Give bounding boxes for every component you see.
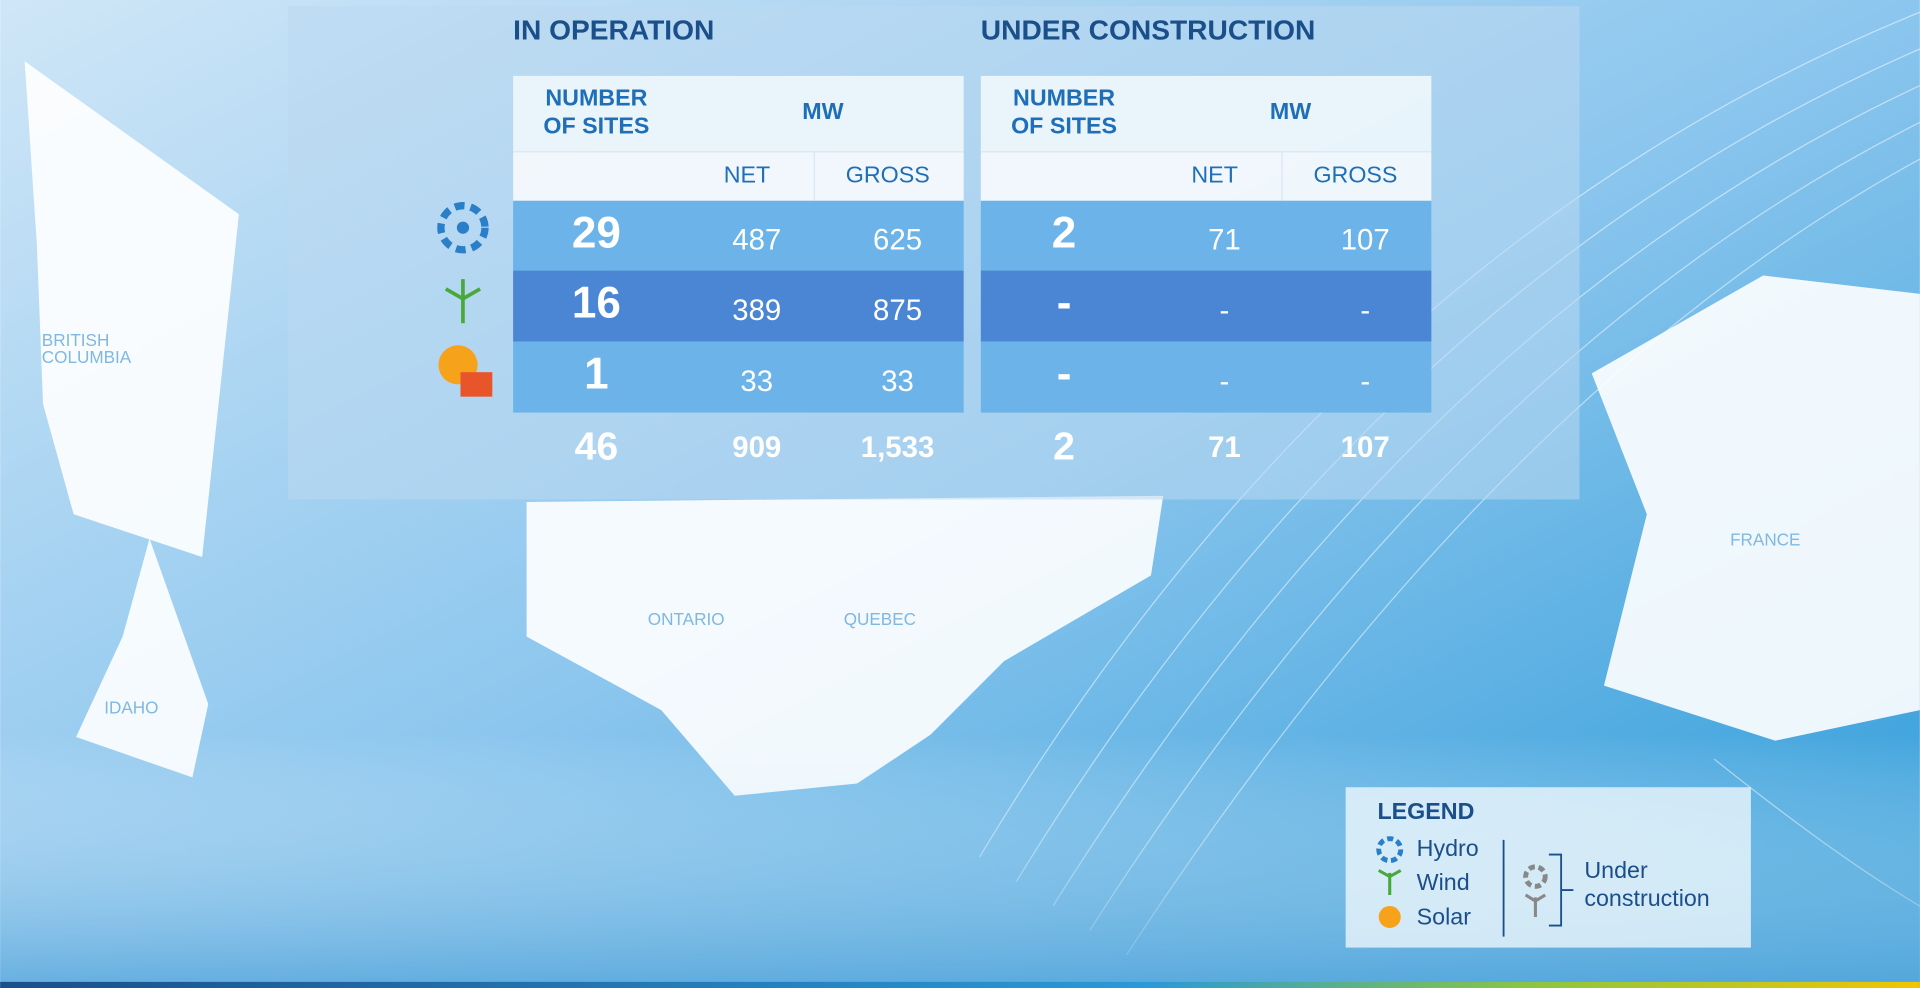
mw-cell: 875 (873, 294, 922, 327)
mw-cell: 33 (881, 365, 914, 398)
land (24, 61, 1920, 796)
mw-cell: - (1220, 365, 1230, 398)
legend-under-wind-icon (1524, 893, 1547, 917)
header-sites: OF SITES (543, 112, 649, 138)
legend-under: Under (1584, 857, 1648, 883)
idaho-shape (76, 538, 209, 778)
legend-under-hydro-icon (1523, 864, 1548, 889)
map-label: ONTARIO (648, 609, 725, 629)
map-label: QUEBEC (844, 609, 916, 629)
legend-solar-icon (1378, 905, 1401, 929)
header-gross: GROSS (846, 161, 930, 187)
sites-cell: 16 (572, 279, 621, 328)
sites-cell: - (1057, 350, 1072, 399)
legend-brace (1548, 853, 1574, 927)
hydro-icon (437, 202, 489, 254)
canada-east-shape (526, 495, 1164, 796)
legend-item: Wind (1417, 869, 1470, 895)
mw-cell: 389 (732, 294, 781, 327)
mw-cell: 33 (740, 365, 773, 398)
legend-item: Hydro (1417, 835, 1479, 861)
legend-item: Solar (1417, 903, 1472, 929)
legend-under: construction (1584, 885, 1709, 911)
legend-title: LEGEND (1377, 798, 1474, 824)
subheader-bg (513, 151, 964, 201)
section-title: IN OPERATION (513, 14, 714, 45)
total-mw: 107 (1341, 431, 1390, 464)
legend-box (1345, 787, 1751, 948)
header-gross: GROSS (1313, 161, 1397, 187)
sites-cell: 2 (1052, 208, 1077, 257)
map-label: BRITISH (42, 330, 110, 350)
total-sites: 2 (1053, 426, 1075, 469)
header-net: NET (1191, 161, 1238, 187)
row-bg (513, 341, 964, 413)
mw-cell: - (1360, 365, 1370, 398)
wind-icon (444, 279, 481, 324)
bottom-strip (0, 981, 1920, 988)
legend-hydro-icon (1376, 836, 1404, 864)
sites-cell: 29 (572, 208, 621, 257)
mw-cell: - (1220, 294, 1230, 327)
row-bg (513, 270, 964, 342)
sites-cell: - (1057, 279, 1072, 328)
row-bg (980, 341, 1432, 413)
mw-cell: 71 (1208, 224, 1241, 257)
header-bg (980, 75, 1432, 152)
row-icons (437, 202, 493, 397)
header-mw: MW (802, 98, 843, 124)
total-mw: 909 (732, 431, 781, 464)
total-mw: 1,533 (861, 431, 935, 464)
france-shape (1591, 275, 1920, 741)
british-columbia-shape (24, 61, 239, 558)
row-bg (513, 200, 964, 271)
map-label: FRANCE (1730, 530, 1800, 550)
total-sites: 46 (575, 426, 619, 469)
subheader-bg (980, 151, 1432, 201)
header-mw: MW (1270, 98, 1311, 124)
row-bg (980, 200, 1432, 271)
row-bg (980, 270, 1432, 342)
header-bg (513, 75, 964, 152)
total-mw: 71 (1208, 431, 1241, 464)
mw-cell: - (1360, 294, 1370, 327)
mw-cell: 625 (873, 224, 922, 257)
section-title: UNDER CONSTRUCTION (981, 14, 1316, 45)
map-label: IDAHO (104, 697, 158, 717)
solar-icon (438, 345, 493, 397)
header-sites: NUMBER (545, 84, 647, 110)
map-label: COLUMBIA (42, 347, 132, 367)
mw-cell: 107 (1341, 224, 1390, 257)
header-net: NET (724, 161, 771, 187)
header-sites: NUMBER (1013, 84, 1115, 110)
legend-wind-icon (1377, 869, 1402, 895)
mw-cell: 487 (732, 224, 781, 257)
sites-cell: 1 (584, 350, 609, 399)
header-sites: OF SITES (1011, 112, 1117, 138)
